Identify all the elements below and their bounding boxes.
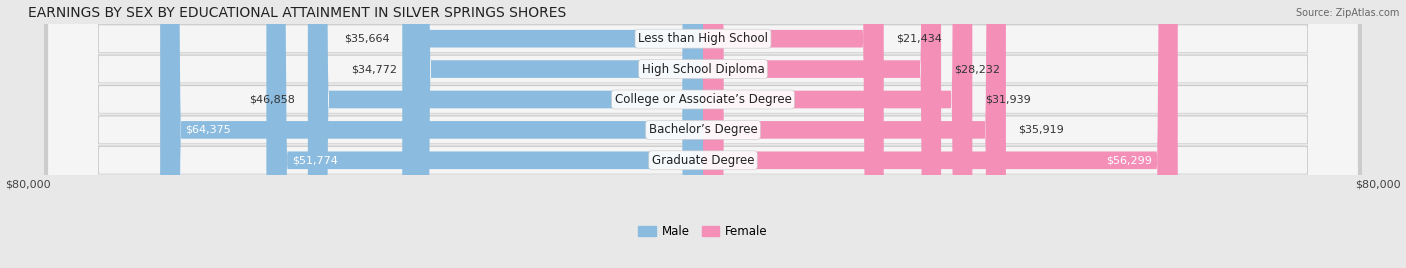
Text: EARNINGS BY SEX BY EDUCATIONAL ATTAINMENT IN SILVER SPRINGS SHORES: EARNINGS BY SEX BY EDUCATIONAL ATTAINMEN… xyxy=(28,6,567,20)
FancyBboxPatch shape xyxy=(45,0,1361,268)
Text: $31,939: $31,939 xyxy=(986,95,1031,105)
Legend: Male, Female: Male, Female xyxy=(638,225,768,238)
FancyBboxPatch shape xyxy=(703,0,1178,268)
FancyBboxPatch shape xyxy=(402,0,703,268)
FancyBboxPatch shape xyxy=(703,0,973,268)
FancyBboxPatch shape xyxy=(266,0,703,268)
Text: College or Associate’s Degree: College or Associate’s Degree xyxy=(614,93,792,106)
FancyBboxPatch shape xyxy=(45,0,1361,268)
Text: Less than High School: Less than High School xyxy=(638,32,768,45)
FancyBboxPatch shape xyxy=(49,0,1357,268)
Text: Graduate Degree: Graduate Degree xyxy=(652,154,754,167)
Text: High School Diploma: High School Diploma xyxy=(641,63,765,76)
Text: $35,919: $35,919 xyxy=(1018,125,1064,135)
FancyBboxPatch shape xyxy=(409,0,703,268)
FancyBboxPatch shape xyxy=(703,0,941,268)
FancyBboxPatch shape xyxy=(703,0,1005,268)
FancyBboxPatch shape xyxy=(49,0,1357,268)
Text: $64,375: $64,375 xyxy=(186,125,231,135)
FancyBboxPatch shape xyxy=(45,0,1361,268)
Text: $35,664: $35,664 xyxy=(344,34,389,44)
FancyBboxPatch shape xyxy=(308,0,703,268)
Text: Source: ZipAtlas.com: Source: ZipAtlas.com xyxy=(1295,8,1399,18)
Text: $51,774: $51,774 xyxy=(291,155,337,165)
FancyBboxPatch shape xyxy=(49,0,1357,268)
FancyBboxPatch shape xyxy=(160,0,703,268)
FancyBboxPatch shape xyxy=(49,0,1357,268)
FancyBboxPatch shape xyxy=(703,0,884,268)
Text: $21,434: $21,434 xyxy=(897,34,942,44)
Text: $56,299: $56,299 xyxy=(1107,155,1153,165)
Text: $28,232: $28,232 xyxy=(953,64,1000,74)
FancyBboxPatch shape xyxy=(45,0,1361,268)
Text: Bachelor’s Degree: Bachelor’s Degree xyxy=(648,123,758,136)
FancyBboxPatch shape xyxy=(45,0,1361,268)
Text: $46,858: $46,858 xyxy=(249,95,295,105)
FancyBboxPatch shape xyxy=(49,0,1357,268)
Text: $34,772: $34,772 xyxy=(352,64,396,74)
